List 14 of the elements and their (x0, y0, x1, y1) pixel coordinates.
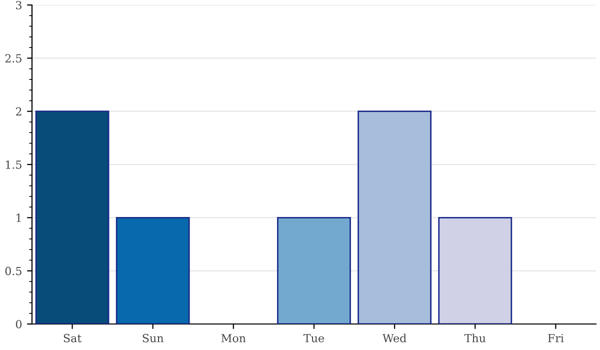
x-tick-label: Sun (142, 334, 164, 342)
y-tick-label: 2 (16, 107, 22, 116)
x-tick-label: Thu (464, 334, 486, 342)
x-tick-label: Mon (221, 334, 246, 342)
x-tick-label: Fri (548, 334, 564, 342)
x-tick-label: Tue (304, 334, 324, 342)
y-tick-label: 0.5 (5, 266, 22, 276)
y-tick-label: 2.5 (5, 54, 22, 63)
x-tick-label: Sat (64, 334, 82, 342)
y-tick-label: 0 (16, 320, 22, 328)
y-tick-label: 3 (16, 0, 22, 10)
y-tick-label: 1.5 (6, 160, 22, 169)
y-tick-label: 1 (16, 214, 21, 222)
x-tick-label: Wed (382, 334, 406, 342)
